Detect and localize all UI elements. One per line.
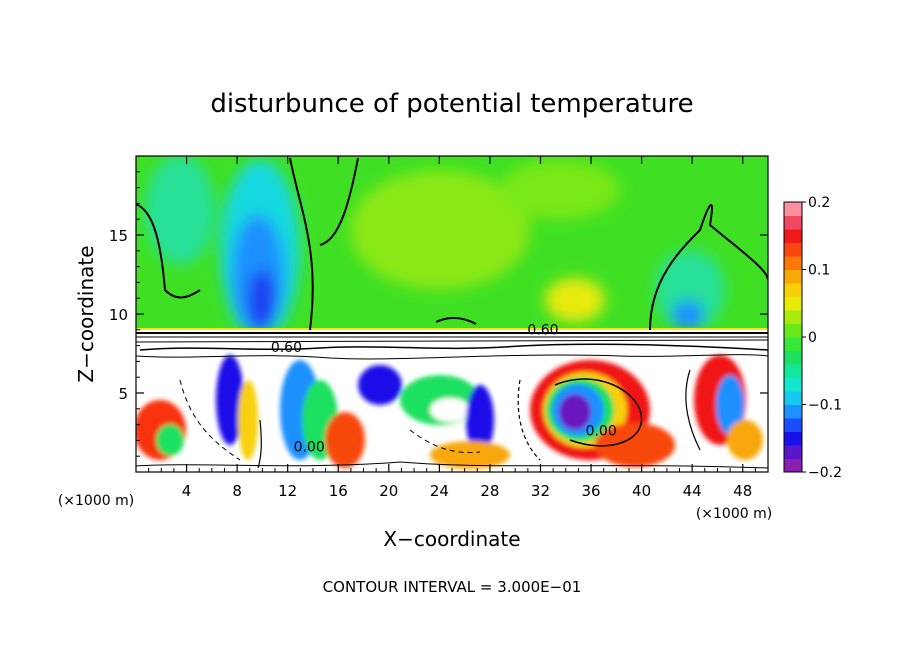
colorbar: 0.2 0.1 0 −0.1 −0.2 <box>783 195 842 481</box>
colorbar-tick-label: 0.2 <box>808 195 830 211</box>
colorbar-swatch <box>784 310 802 324</box>
colorbar-tick-label: 0.1 <box>808 263 830 279</box>
contour-label: 0.00 <box>294 439 325 455</box>
transition-band <box>136 328 768 348</box>
x-axis-label: X−coordinate <box>383 527 520 551</box>
colorbar-swatch <box>784 364 802 378</box>
colorbar-swatch <box>784 229 802 243</box>
x-tick-label: 8 <box>232 482 242 500</box>
colorbar-swatch <box>784 269 802 284</box>
x-tick-label: 24 <box>430 482 449 500</box>
chart-title: disturbunce of potential temperature <box>210 89 693 119</box>
colorbar-swatch <box>784 337 802 351</box>
colorbar-swatch <box>784 404 802 419</box>
colorbar-swatch <box>784 377 802 392</box>
upper-layer <box>136 156 768 340</box>
colorbar-tick-label: −0.1 <box>808 398 842 414</box>
contour-label: 0.60 <box>271 340 302 356</box>
x-axis: 4 8 12 16 20 24 28 32 36 40 44 48 <box>148 156 756 500</box>
colorbar-swatch <box>784 418 802 432</box>
lower-layer <box>136 348 768 472</box>
x-tick-label: 4 <box>182 482 192 500</box>
contour-label: 0.00 <box>586 424 617 440</box>
colorbar-swatch <box>784 256 802 270</box>
colorbar-swatch <box>784 445 802 459</box>
colorbar-swatch <box>784 350 802 365</box>
x-tick-label: 44 <box>683 482 702 500</box>
colorbar-swatch <box>784 242 802 257</box>
colorbar-swatch <box>784 323 802 338</box>
x-unit-left: (×1000 m) <box>58 493 134 509</box>
x-tick-label: 20 <box>379 482 398 500</box>
x-tick-label: 36 <box>581 482 600 500</box>
contour-labels: 0.60 0.60 0.00 0.00 <box>271 323 617 456</box>
y-tick-label: 5 <box>118 385 128 403</box>
x-tick-label: 48 <box>733 482 752 500</box>
colorbar-swatch <box>784 283 802 297</box>
x-tick-label: 40 <box>632 482 651 500</box>
x-unit-right: (×1000 m) <box>696 506 772 522</box>
x-tick-label: 32 <box>531 482 550 500</box>
y-axis: 5 10 15 <box>109 171 768 457</box>
colorbar-tick-label: 0 <box>808 330 817 346</box>
contour-label: 0.60 <box>527 323 558 339</box>
field: 0.60 0.60 0.00 0.00 <box>136 156 768 472</box>
colorbar-tick-label: −0.2 <box>808 465 842 481</box>
x-tick-label: 28 <box>480 482 499 500</box>
contour-interval-note: CONTOUR INTERVAL = 3.000E−01 <box>323 578 582 596</box>
colorbar-swatch <box>784 202 802 216</box>
colorbar-swatch <box>784 431 802 446</box>
colorbar-swatch <box>784 391 802 405</box>
colorbar-swatch <box>784 296 802 311</box>
y-tick-label: 10 <box>109 306 128 324</box>
colorbar-swatch <box>784 458 802 473</box>
colorbar-swatch <box>784 215 802 230</box>
x-tick-label: 12 <box>278 482 297 500</box>
y-axis-label: Z−coordinate <box>74 245 98 382</box>
contour-lines <box>136 157 768 469</box>
x-tick-label: 16 <box>329 482 348 500</box>
y-tick-label: 15 <box>109 227 128 245</box>
